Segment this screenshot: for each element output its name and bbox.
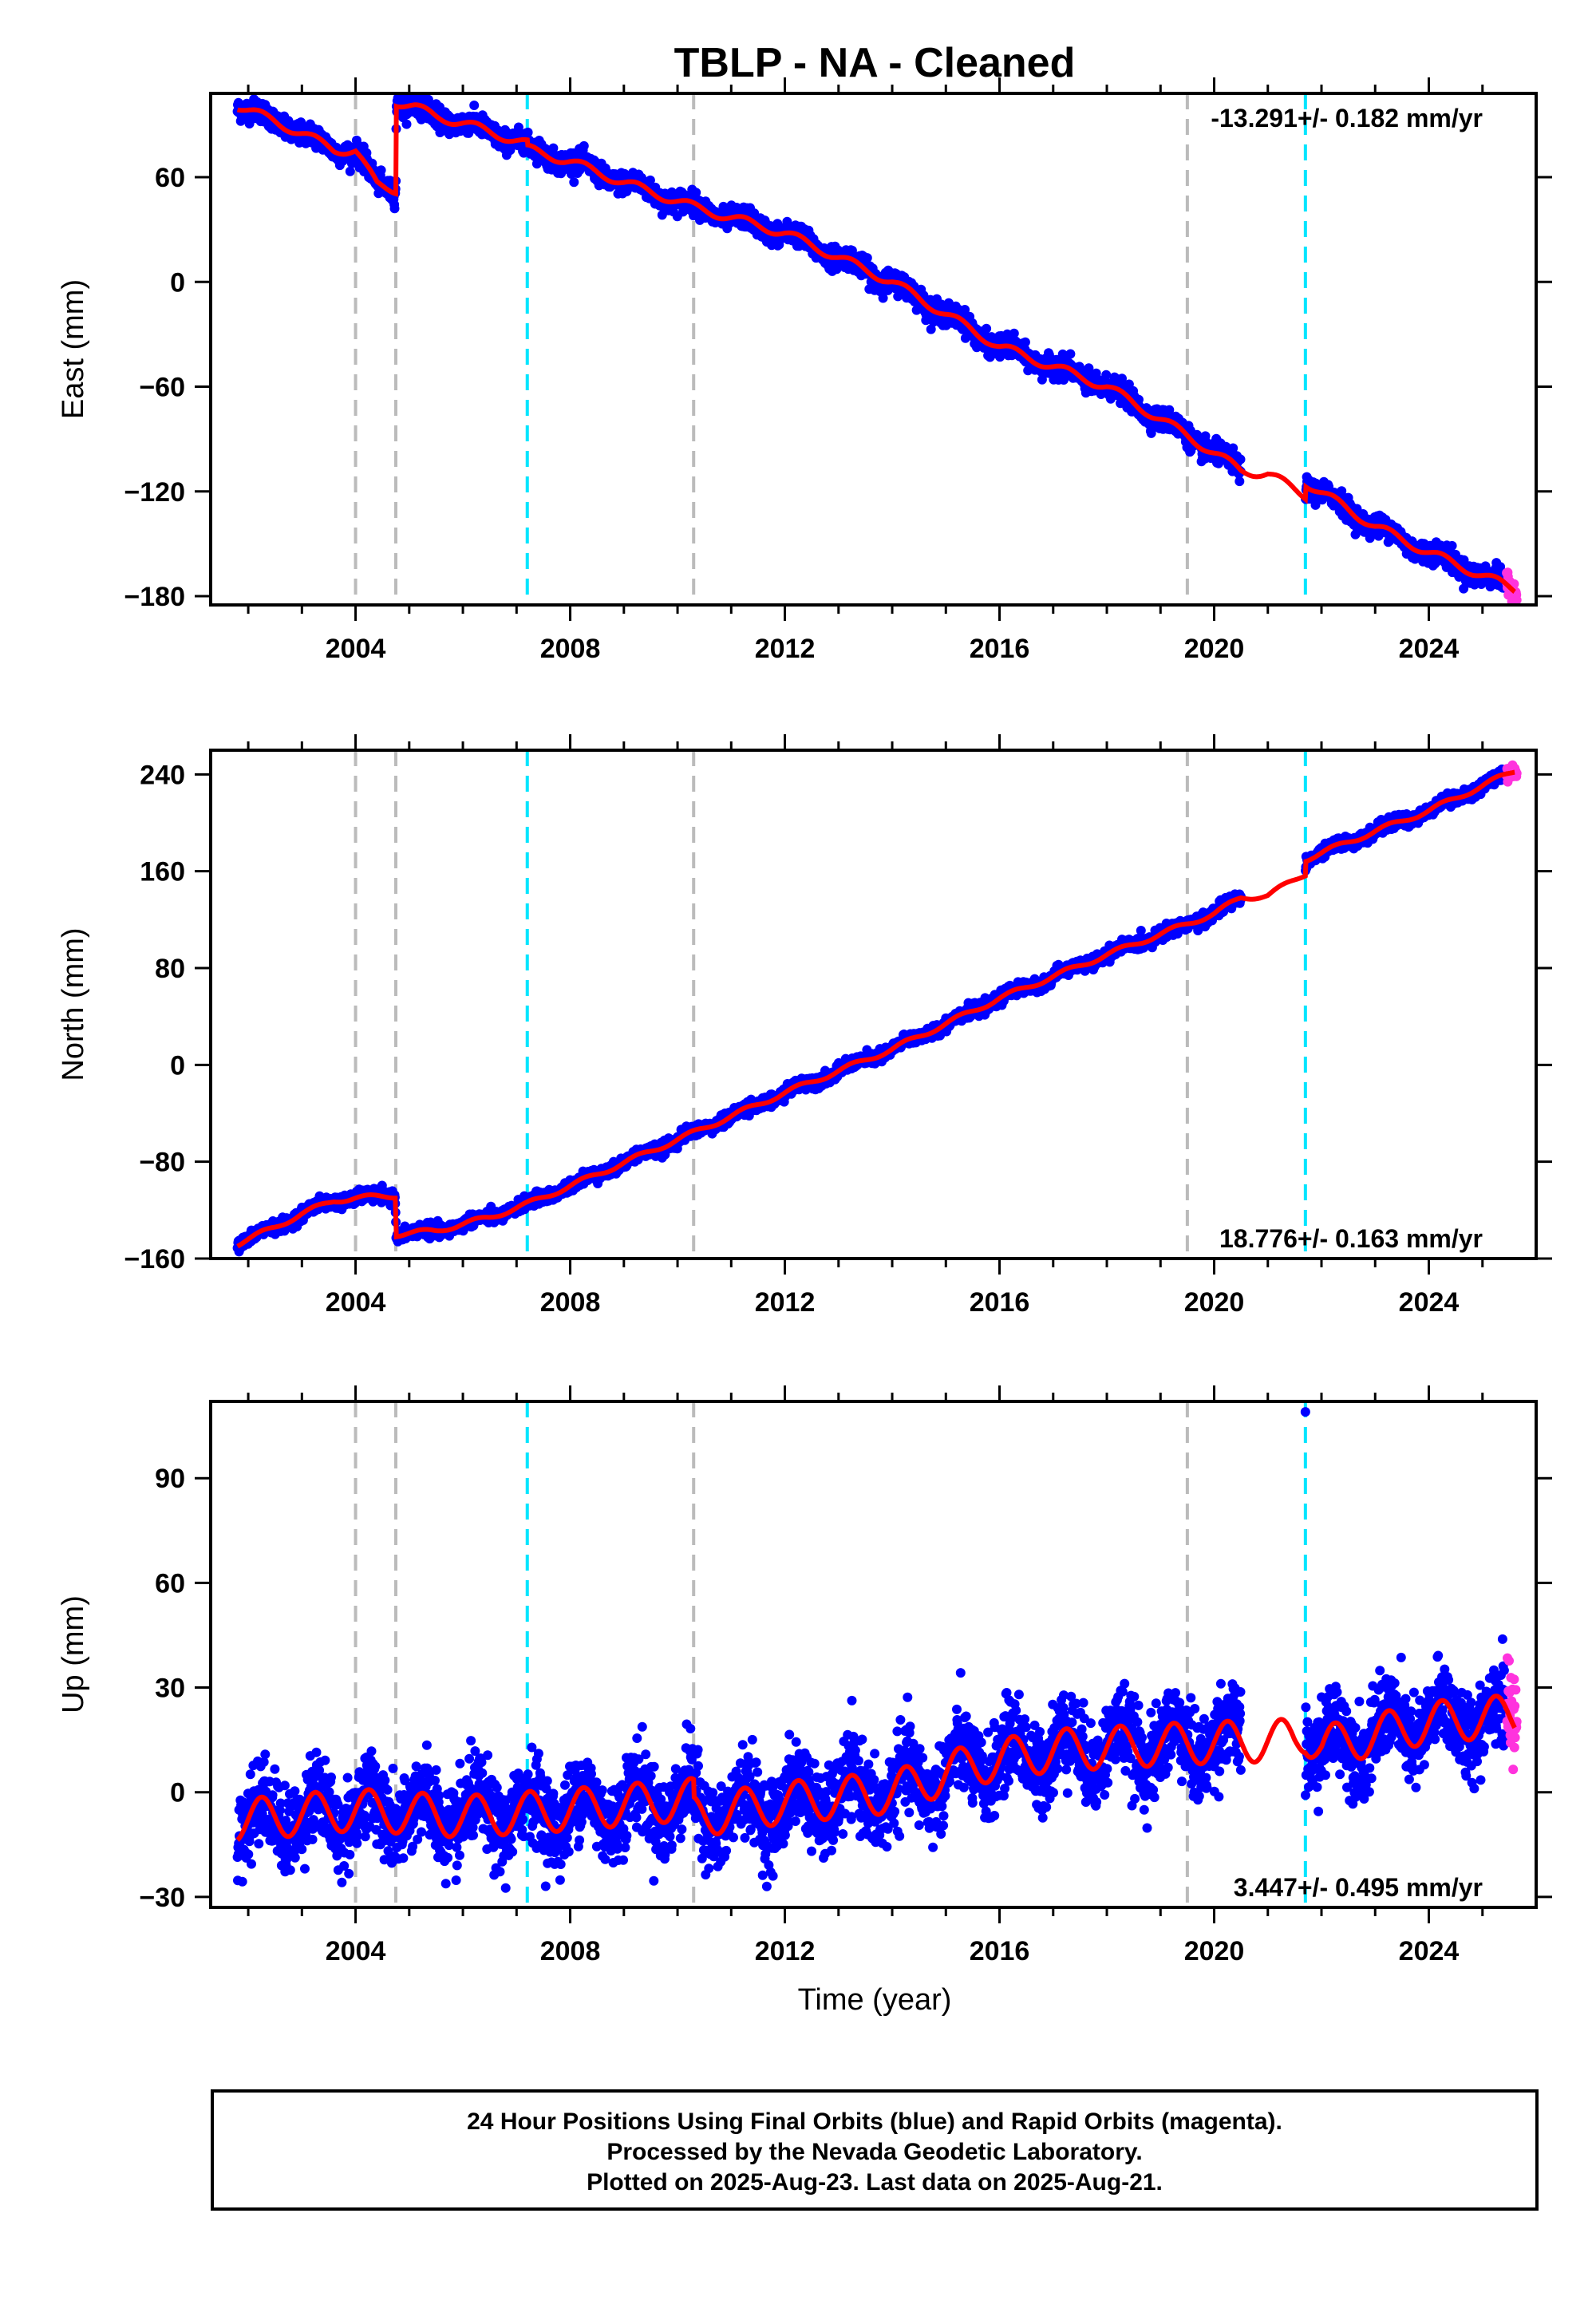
plot-area-up [232,1401,1522,1907]
y-axis-label-up: Up (mm) [57,1595,90,1713]
y-tick-label: 60 [155,1568,185,1599]
y-tick-label: 0 [170,267,185,298]
y-tick-label: 160 [140,857,185,887]
velocity-annotation-east: -13.291+/- 0.182 mm/yr [1211,104,1483,132]
y-tick-label: 0 [170,1050,185,1081]
footer-line-3: Plotted on 2025-Aug-23. Last data on 202… [587,2169,1163,2195]
y-tick-label: −80 [139,1148,185,1178]
panel-frame-east [209,92,1538,607]
x-tick-label: 2024 [1399,1287,1460,1318]
footer-note-box: 24 Hour Positions Using Final Orbits (bl… [211,2089,1539,2211]
x-tick-label: 2024 [1399,1936,1460,1966]
x-tick-label: 2016 [970,1936,1030,1966]
plot-area-north [232,750,1522,1259]
x-tick-label: 2008 [540,1936,601,1966]
y-tick-label: −60 [139,373,185,403]
footer-line-1: 24 Hour Positions Using Final Orbits (bl… [467,2109,1282,2135]
x-tick-label: 2004 [326,634,386,664]
x-tick-label: 2008 [540,634,601,664]
rapid-orbit-points [1502,1653,1522,1775]
final-orbit-points [232,764,1511,1257]
panel-frame-up [209,1400,1538,1909]
y-tick-label: 60 [155,163,185,193]
velocity-annotation-north: 18.776+/- 0.163 mm/yr [1219,1224,1483,1253]
model-fit-line [235,1694,1517,1842]
model-fit-line [236,102,1516,594]
y-tick-label: −120 [124,477,185,508]
x-axis-label: Time (year) [798,1983,952,2017]
y-tick-label: 0 [170,1778,185,1808]
y-tick-label: 240 [140,760,185,790]
panel-north: 2004 2008 2012 2016 2020 2024 240 160 80 0 −80 −160… [57,734,1552,1318]
model-fit-line [236,769,1515,1249]
x-tick-label: 2004 [326,1287,386,1318]
chart-title: TBLP - NA - Cleaned [674,40,1076,86]
y-axis-label-north: North (mm) [57,927,90,1081]
x-tick-label: 2020 [1184,634,1245,664]
x-tick-label: 2020 [1184,1287,1245,1318]
y-axis-label-east: East (mm) [57,279,90,419]
x-tick-label: 2016 [970,634,1030,664]
outlier-point [1300,1407,1310,1417]
panel-up: 2004 2008 2012 2016 2020 2024 90 60 30 0 −30 Up (mm… [57,1385,1552,1966]
y-tick-label: 90 [155,1464,185,1494]
x-tick-label: 2024 [1399,634,1460,664]
y-tick-label: −180 [124,582,185,612]
x-tick-label: 2012 [755,1936,816,1966]
x-tick-label: 2016 [970,1287,1030,1318]
x-tick-label: 2012 [755,634,816,664]
velocity-annotation-up: 3.447+/- 0.495 mm/yr [1234,1873,1483,1902]
y-tick-label: 30 [155,1674,185,1704]
x-tick-label: 2008 [540,1287,601,1318]
panel-frame-north [209,749,1538,1260]
final-orbit-points [232,93,1511,594]
y-tick-label: −30 [139,1883,185,1913]
y-tick-label: 80 [155,954,185,984]
x-tick-label: 2012 [755,1287,816,1318]
y-tick-label: −160 [124,1244,185,1275]
x-tick-label: 2004 [326,1936,386,1966]
final-orbit-points [232,1634,1511,1893]
footer-line-2: Processed by the Nevada Geodetic Laborat… [606,2139,1143,2165]
panel-east: 2004 2008 2012 2016 2020 2024 60 0 −60 −120 −180 Ea… [57,77,1552,664]
x-tick-label: 2020 [1184,1936,1245,1966]
plot-area-east [232,93,1522,605]
